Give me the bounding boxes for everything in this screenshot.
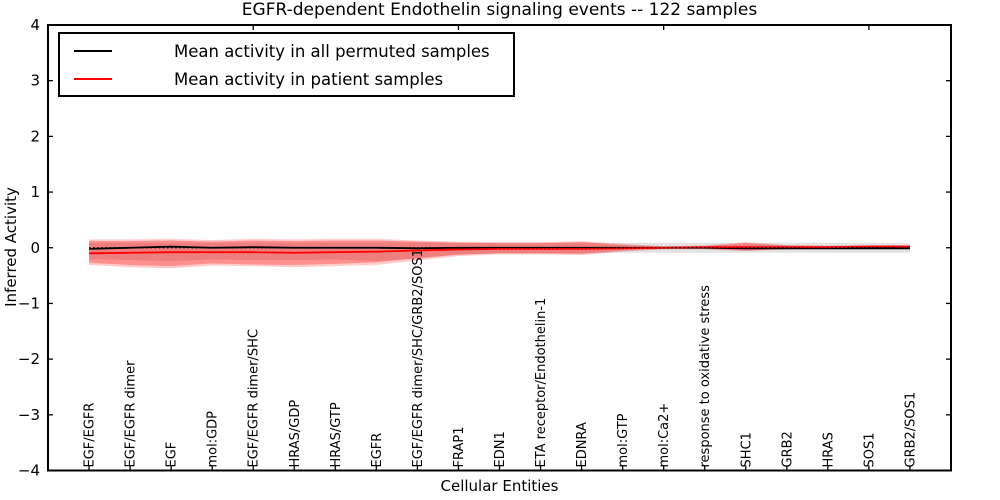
y-tick-label: −4 xyxy=(18,462,40,480)
legend-line-patient xyxy=(74,78,112,80)
x-tick-label: response to oxidative stress xyxy=(698,285,713,468)
legend: Mean activity in all permuted samples Me… xyxy=(58,32,515,97)
x-tick-label: mol:GDP xyxy=(206,411,221,468)
x-tick-label: ETA receptor/Endothelin-1 xyxy=(534,298,549,468)
x-tick-label: HRAS/GTP xyxy=(329,402,344,467)
x-tick-label: mol:GTP xyxy=(616,413,631,467)
x-tick-label: GRB2/SOS1 xyxy=(903,392,918,468)
x-tick-label: EGF/EGFR xyxy=(83,403,98,468)
x-tick-label: GRB2 xyxy=(780,431,795,467)
x-tick-label: SHC1 xyxy=(739,432,754,467)
x-tick-label: EDNRA xyxy=(575,422,590,467)
y-tick-label: 2 xyxy=(30,127,40,145)
y-tick-label: 1 xyxy=(30,183,40,201)
x-tick-label: EDN1 xyxy=(493,431,508,467)
x-tick-label: mol:Ca2+ xyxy=(657,403,672,468)
y-tick-label: 4 xyxy=(30,16,40,34)
chart-title: EGFR-dependent Endothelin signaling even… xyxy=(241,0,758,20)
y-tick-label: −2 xyxy=(18,350,40,368)
y-tick-label: 3 xyxy=(30,72,40,90)
legend-label-patient: Mean activity in patient samples xyxy=(174,69,444,89)
x-tick-label: HRAS/GDP xyxy=(288,400,303,468)
x-tick-label: FRAP1 xyxy=(452,427,467,468)
x-axis-label: Cellular Entities xyxy=(440,477,559,495)
x-tick-label: HRAS xyxy=(821,432,836,467)
x-tick-label: EGFR xyxy=(370,433,385,468)
x-tick-label: EGF/EGFR dimer/SHC xyxy=(247,329,262,467)
y-tick-label: 0 xyxy=(30,239,40,257)
y-tick-label: −3 xyxy=(18,406,40,424)
legend-item-patient: Mean activity in patient samples xyxy=(60,65,513,93)
legend-line-permuted xyxy=(74,50,112,52)
x-tick-label: SOS1 xyxy=(862,432,877,467)
x-tick-label: EGF/EGFR dimer xyxy=(124,360,139,468)
series-line-patient-mean xyxy=(89,245,910,255)
legend-label-permuted: Mean activity in all permuted samples xyxy=(174,41,490,61)
legend-item-permuted: Mean activity in all permuted samples xyxy=(60,37,513,65)
band-patient-band-outer xyxy=(89,238,910,269)
y-tick-label: −1 xyxy=(18,294,40,312)
x-tick-label: EGF/EGFR dimer/SHC/GRB2/SOS1 xyxy=(411,249,426,467)
y-axis-label: Inferred Activity xyxy=(2,187,20,307)
x-tick-label: EGF xyxy=(165,442,180,468)
